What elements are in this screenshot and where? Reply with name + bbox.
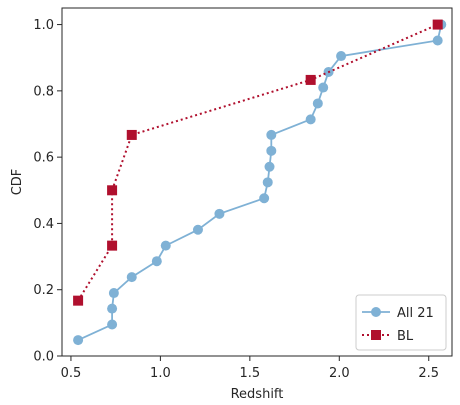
data-point-all21: [318, 82, 329, 93]
data-point-all21: [312, 98, 323, 109]
data-point-all21: [151, 256, 162, 267]
data-point-all21: [266, 129, 277, 140]
x-axis-title: Redshift: [231, 387, 284, 402]
x-tick-label: 2.5: [418, 366, 439, 381]
data-point-all21: [160, 240, 171, 251]
y-axis-title: CDF: [10, 169, 25, 196]
data-point-all21: [259, 193, 270, 204]
series-layer: [73, 19, 447, 346]
x-tick-label: 1.5: [240, 366, 261, 381]
x-axis-ticks: 0.5 1.0 1.5 2.0 2.5: [61, 356, 439, 381]
y-axis-ticks: 0.0 0.2 0.4 0.6 0.8 1.0: [33, 18, 62, 365]
y-tick-label: 0.0: [33, 350, 54, 365]
x-tick-label: 0.5: [61, 366, 82, 381]
data-point-bl: [432, 19, 443, 30]
legend-label-all21: All 21: [397, 306, 434, 321]
y-tick-label: 0.6: [33, 151, 54, 166]
data-point-bl: [107, 240, 118, 251]
x-tick-label: 1.0: [150, 366, 171, 381]
data-point-all21: [214, 208, 225, 219]
data-point-bl: [126, 129, 137, 140]
legend-marker-all21: [371, 307, 381, 317]
data-point-all21: [432, 35, 443, 46]
data-point-all21: [107, 319, 118, 330]
data-point-all21: [192, 224, 203, 235]
series-line-all21: [77, 24, 443, 341]
y-tick-label: 0.2: [33, 283, 54, 298]
data-point-bl: [305, 74, 316, 85]
data-point-all21: [262, 177, 273, 188]
legend-marker-bl: [371, 330, 381, 340]
data-point-all21: [266, 145, 277, 156]
data-point-all21: [107, 303, 118, 314]
x-tick-label: 2.0: [329, 366, 350, 381]
y-tick-label: 1.0: [33, 18, 54, 33]
data-point-all21: [73, 335, 84, 346]
plot-frame: [61, 7, 453, 357]
legend: All 21 BL: [355, 294, 447, 351]
y-tick-label: 0.8: [33, 84, 54, 99]
data-point-all21: [264, 161, 275, 172]
data-point-all21: [126, 272, 137, 283]
y-tick-label: 0.4: [33, 217, 54, 232]
series-line-bl: [77, 23, 439, 302]
legend-label-bl: BL: [397, 329, 414, 344]
data-point-bl: [107, 185, 118, 196]
data-point-bl: [73, 295, 84, 306]
data-point-all21: [305, 114, 316, 125]
data-point-all21: [336, 51, 347, 62]
data-point-all21: [108, 288, 119, 299]
